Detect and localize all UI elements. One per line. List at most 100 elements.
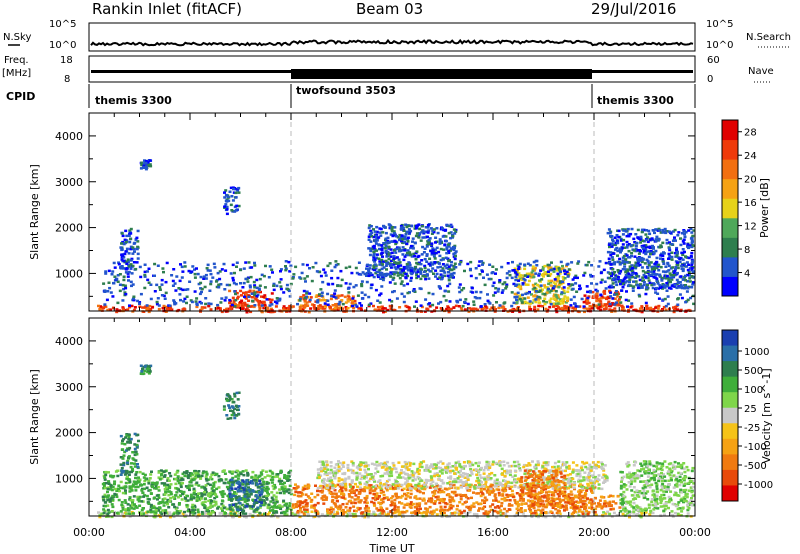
scatter-cell [468,510,472,514]
scatter-cell [665,285,669,288]
scatter-cell [169,308,173,312]
scatter-cell [351,295,355,298]
scatter-cell [209,501,213,505]
scatter-cell [334,263,338,267]
scatter-cell [163,475,166,478]
scatter-cell [558,302,562,306]
scatter-cell [135,261,139,264]
scatter-cell [355,305,359,308]
scatter-cell [661,257,665,261]
scatter-cell [146,501,150,504]
scatter-cell [591,295,595,298]
scatter-cell [205,479,209,482]
scatter-cell [300,296,304,299]
nsky-label: N.Sky [3,32,31,43]
scatter-cell [126,275,130,278]
scatter-cell [187,269,191,273]
scatter-cell [641,258,645,261]
scatter-cell [97,511,100,514]
scatter-cell [421,236,425,239]
scatter-cell [231,470,235,473]
scatter-cell [173,497,177,500]
scatter-cell [625,254,629,257]
scatter-cell [156,264,160,267]
scatter-cell [557,285,561,289]
scatter-cell [448,282,452,286]
scatter-cell [235,506,239,509]
scatter-cell [386,239,390,243]
scatter-cell [618,263,622,266]
scatter-cell [140,509,144,512]
scatter-cell [376,299,380,302]
scatter-cell [134,489,138,492]
scatter-cell [357,261,361,264]
scatter-cell [631,275,635,279]
scatter-cell [452,228,456,231]
scatter-cell [423,257,427,261]
scatter-cell [130,462,133,465]
scatter-cell [279,278,283,281]
scatter-cell [110,273,114,276]
scatter-cell [181,478,185,481]
scatter-cell [141,166,145,169]
scatter-cell [190,472,194,475]
scatter-cell [486,485,490,489]
scatter-cell [183,308,187,311]
scatter-cell [614,278,618,281]
scatter-cell [150,470,153,473]
scatter-cell [136,257,140,260]
scatter-cell [136,495,140,499]
scatter-cell [515,298,518,301]
scatter-cell [149,308,153,311]
scatter-cell [529,276,533,279]
scatter-cell [687,285,691,289]
scatter-cell [244,480,248,484]
scatter-cell [125,461,129,464]
scatter-cell [224,310,228,313]
scatter-cell [133,250,136,253]
scatter-cell [421,245,425,249]
scatter-cell [187,508,191,511]
scatter-cell [628,275,632,279]
scatter-cell [196,272,200,276]
scatter-cell [248,284,252,287]
scatter-cell [127,252,131,255]
scatter-cell [237,513,241,517]
scatter-cell [336,308,340,312]
scatter-cell [339,284,343,287]
scatter-cell [431,229,435,233]
scatter-cell [164,486,168,489]
scatter-cell [185,471,189,475]
scatter-cell [231,476,235,480]
scatter-cell [501,282,505,286]
scatter-cell [475,514,479,517]
scatter-cell [134,485,138,489]
scatter-cell [187,484,191,487]
scatter-cell [264,489,268,493]
scatter-cell [651,229,655,232]
scatter-cell [398,306,402,309]
scatter-cell [135,236,139,240]
scatter-cell [284,268,288,272]
scatter-cell [640,230,644,234]
scatter-cell [135,453,139,456]
scatter-cell [438,242,442,245]
scatter-cell [166,490,170,493]
scatter-cell [585,285,589,288]
scatter-cell [617,298,621,301]
scatter-cell [574,282,578,285]
scatter-cell [224,478,228,481]
scatter-cell [106,504,110,507]
scatter-cell [552,285,556,288]
scatter-cell [370,283,374,286]
scatter-cell [286,507,290,510]
scatter-cell [139,167,143,170]
scatter-cell [506,310,510,313]
scatter-cell [253,293,257,297]
scatter-cell [249,506,253,510]
scatter-cell [639,259,642,262]
scatter-cell [369,302,373,305]
scatter-cell [392,249,396,252]
scatter-cell [517,265,521,269]
